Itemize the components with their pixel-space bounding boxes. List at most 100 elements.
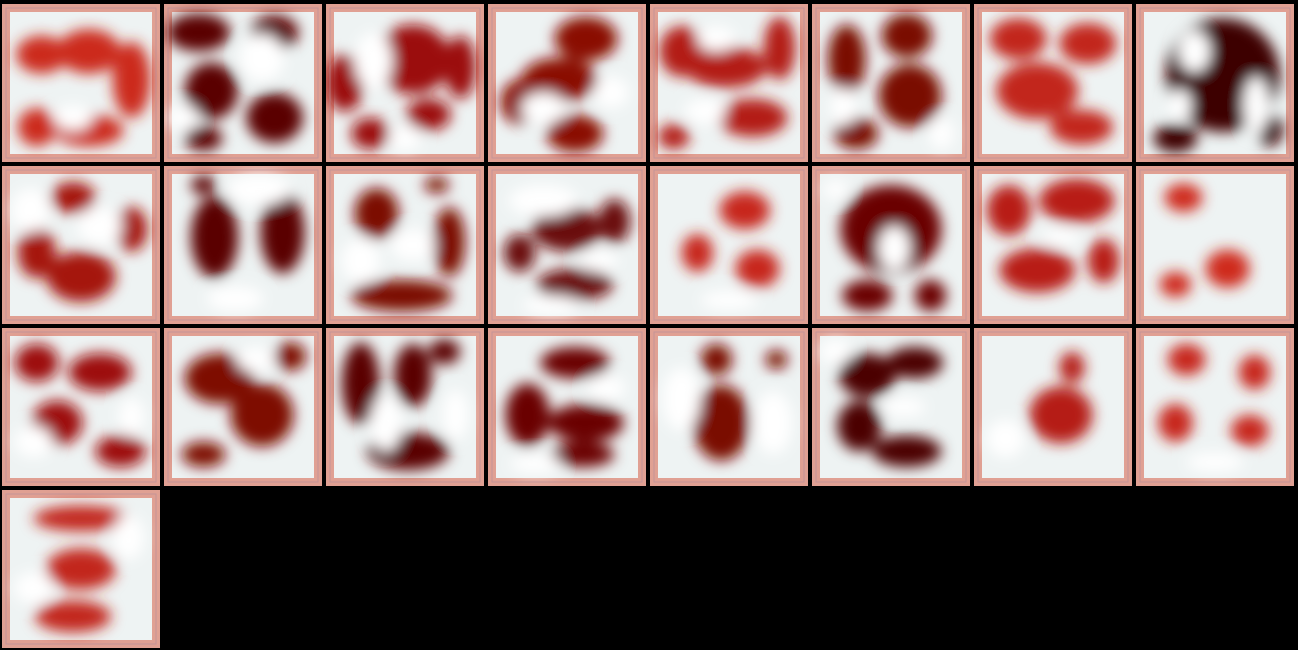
generated-sample-tile — [326, 328, 484, 486]
white-blob — [118, 397, 145, 436]
white-blob — [593, 76, 629, 109]
red-blob — [433, 207, 466, 277]
red-blob — [190, 196, 239, 279]
red-blob — [57, 29, 121, 74]
red-blob — [717, 98, 788, 137]
white-blob — [700, 290, 758, 310]
sample-image — [326, 4, 484, 162]
generated-sample-tile — [812, 166, 970, 324]
red-blob — [95, 435, 146, 468]
red-blob — [190, 175, 217, 195]
blob-group — [662, 343, 793, 461]
white-blob — [389, 125, 421, 151]
blob-group — [341, 177, 466, 312]
sample-image — [812, 4, 970, 162]
red-blob — [837, 400, 882, 452]
sample-image — [650, 4, 808, 162]
red-blob — [68, 353, 132, 392]
red-blob — [184, 353, 255, 404]
red-blob — [1167, 343, 1206, 376]
tile-inner-border — [167, 7, 319, 159]
red-blob — [444, 35, 477, 99]
tile-inner-border — [5, 331, 157, 483]
white-blob — [662, 367, 701, 431]
tile-inner-border — [5, 169, 157, 321]
white-blob — [206, 286, 264, 312]
tile-inner-border — [653, 169, 805, 321]
red-blob — [765, 350, 788, 370]
red-blob — [999, 248, 1076, 293]
blob-group — [14, 505, 145, 633]
generated-sample-tile — [1136, 4, 1294, 162]
red-blob — [700, 343, 733, 376]
sample-image — [650, 166, 808, 324]
white-blob — [14, 572, 53, 604]
tile-inner-border — [167, 169, 319, 321]
generated-sample-tile — [650, 328, 808, 486]
sample-image — [164, 166, 322, 324]
red-blob — [246, 92, 304, 144]
tile-inner-border — [1139, 7, 1291, 159]
red-blob — [230, 383, 294, 447]
red-blob — [33, 505, 129, 532]
blob-group — [500, 16, 629, 153]
sample-image — [650, 328, 808, 486]
tile-inner-border — [815, 331, 967, 483]
white-blob — [587, 375, 626, 401]
white-blob — [442, 389, 469, 441]
sample-image — [1136, 166, 1294, 324]
red-blob — [1059, 22, 1117, 65]
red-blob — [521, 57, 598, 102]
generated-sample-tile — [2, 4, 160, 162]
white-blob — [11, 188, 50, 233]
white-blob — [54, 105, 93, 131]
red-blob — [834, 117, 879, 150]
blob-group — [503, 184, 631, 315]
red-blob — [681, 233, 714, 272]
red-blob — [184, 125, 223, 151]
red-blob — [428, 339, 461, 365]
tile-inner-border — [5, 493, 157, 645]
sample-image — [164, 4, 322, 162]
red-blob — [827, 24, 866, 95]
red-blob — [260, 191, 305, 274]
blob-group — [341, 339, 469, 471]
white-blob — [928, 117, 955, 150]
blob-group — [167, 13, 304, 151]
blob-group — [657, 16, 796, 150]
sample-image — [488, 166, 646, 324]
red-blob — [17, 227, 56, 279]
white-blob — [236, 346, 275, 373]
red-blob — [374, 24, 451, 95]
sample-image — [974, 166, 1132, 324]
red-blob — [1159, 271, 1192, 298]
white-blob — [579, 249, 618, 272]
red-blob — [881, 13, 933, 58]
red-blob — [1205, 249, 1250, 288]
generated-sample-tile — [2, 328, 160, 486]
red-blob — [354, 188, 399, 239]
red-blob — [551, 441, 615, 468]
red-blob — [872, 435, 942, 468]
blob-group — [505, 346, 626, 474]
red-blob — [1059, 351, 1085, 384]
red-blob — [406, 98, 451, 131]
white-blob — [167, 105, 199, 131]
red-blob — [842, 279, 893, 312]
red-blob — [1029, 386, 1093, 444]
blob-group — [181, 342, 307, 468]
generated-sample-tile — [974, 4, 1132, 162]
tile-inner-border — [491, 331, 643, 483]
red-blob — [274, 342, 307, 371]
red-blob — [996, 62, 1079, 120]
white-blob — [370, 394, 402, 452]
red-blob — [536, 268, 613, 301]
sample-image — [326, 166, 484, 324]
white-blob — [1186, 452, 1244, 472]
sample-image — [2, 4, 160, 162]
white-blob — [239, 34, 285, 82]
white-blob — [14, 425, 53, 458]
sample-image — [974, 4, 1132, 162]
tile-inner-border — [491, 7, 643, 159]
red-blob — [50, 181, 96, 214]
